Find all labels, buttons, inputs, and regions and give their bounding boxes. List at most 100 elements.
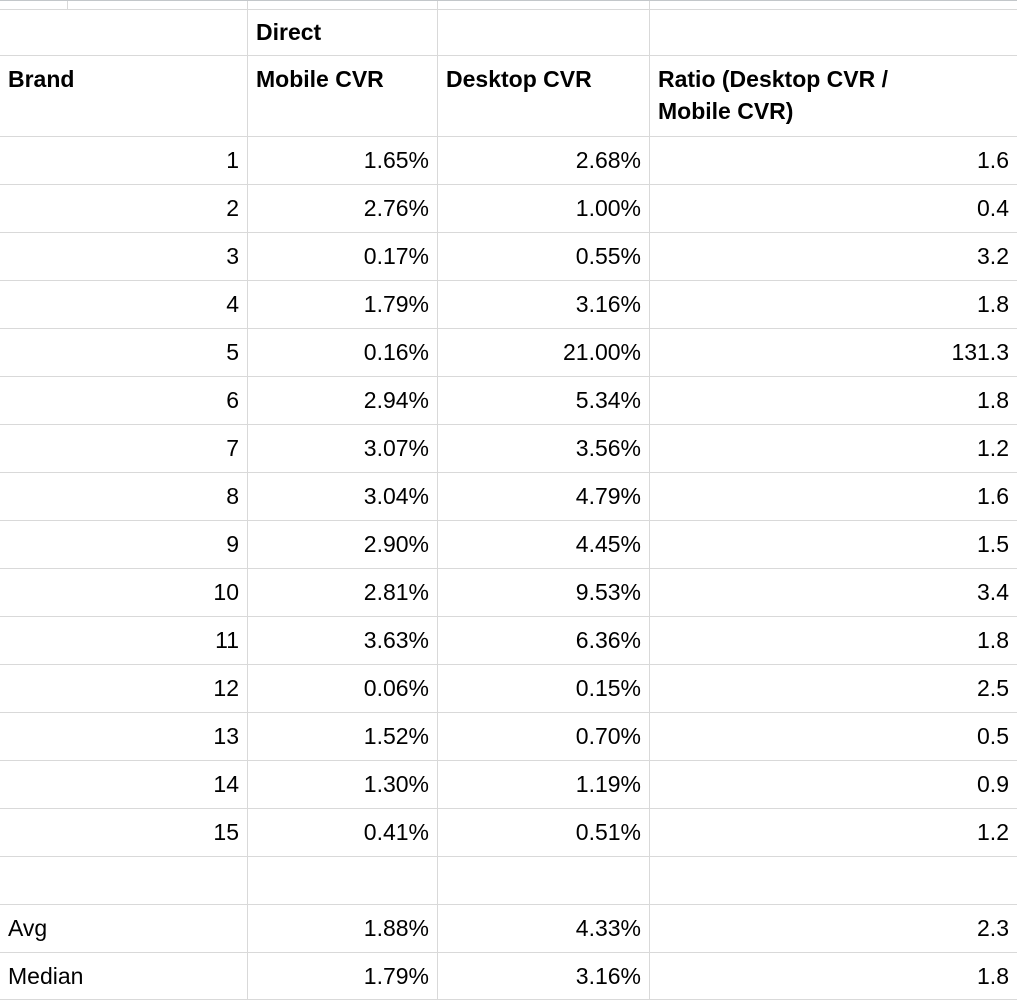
cell-empty[interactable]	[248, 857, 438, 905]
column-header-ratio-line1: Ratio (Desktop CVR /	[658, 66, 889, 92]
cell-ratio[interactable]: 1.6	[650, 473, 1017, 521]
cell-mobile-cvr[interactable]: 3.63%	[248, 617, 438, 665]
cell-ratio[interactable]: 1.2	[650, 425, 1017, 473]
table-row: 11 3.63% 6.36% 1.8	[0, 617, 1017, 665]
cell-mobile-cvr[interactable]: 1.88%	[248, 905, 438, 953]
cell-desktop-cvr[interactable]: 5.34%	[438, 377, 650, 425]
partial-row-top	[0, 1, 1017, 10]
cell-mobile-cvr[interactable]: 1.79%	[248, 953, 438, 1000]
cell-mobile-cvr[interactable]: 1.65%	[248, 137, 438, 185]
cell-mobile-cvr[interactable]: 0.41%	[248, 809, 438, 857]
partial-cell[interactable]	[650, 1, 1017, 10]
summary-row: Median 1.79% 3.16% 1.8	[0, 953, 1017, 1000]
cell-ratio[interactable]: 1.2	[650, 809, 1017, 857]
cell-desktop-cvr[interactable]: 9.53%	[438, 569, 650, 617]
cell-mobile-cvr[interactable]: 1.79%	[248, 281, 438, 329]
cell-desktop-cvr[interactable]: 3.16%	[438, 953, 650, 1000]
cell-brand[interactable]: 3	[0, 233, 248, 281]
cell-mobile-cvr[interactable]: 3.04%	[248, 473, 438, 521]
table-row: 8 3.04% 4.79% 1.6	[0, 473, 1017, 521]
cell-ratio[interactable]: 3.2	[650, 233, 1017, 281]
cell-brand[interactable]: 13	[0, 713, 248, 761]
column-header-desktop-cvr[interactable]: Desktop CVR	[438, 56, 650, 137]
cell-mobile-cvr[interactable]: 0.16%	[248, 329, 438, 377]
cell-empty[interactable]	[0, 857, 248, 905]
column-header-row: Brand Mobile CVR Desktop CVR Ratio (Desk…	[0, 56, 1017, 137]
column-header-ratio-line2: Mobile CVR)	[658, 98, 794, 124]
cell-desktop-cvr[interactable]: 2.68%	[438, 137, 650, 185]
table-row: 3 0.17% 0.55% 3.2	[0, 233, 1017, 281]
cell-brand[interactable]: 1	[0, 137, 248, 185]
cell-mobile-cvr[interactable]: 1.30%	[248, 761, 438, 809]
table-row: 2 2.76% 1.00% 0.4	[0, 185, 1017, 233]
cell-desktop-cvr[interactable]: 4.33%	[438, 905, 650, 953]
cell-ratio[interactable]: 3.4	[650, 569, 1017, 617]
group-header-cell[interactable]: Direct	[248, 10, 438, 56]
cell-mobile-cvr[interactable]: 2.90%	[248, 521, 438, 569]
cell-desktop-cvr[interactable]: 0.70%	[438, 713, 650, 761]
partial-cell[interactable]	[438, 1, 650, 10]
cell-ratio[interactable]: 1.8	[650, 953, 1017, 1000]
cell-desktop-cvr[interactable]: 1.19%	[438, 761, 650, 809]
cell-brand[interactable]: 5	[0, 329, 248, 377]
table-row: 14 1.30% 1.19% 0.9	[0, 761, 1017, 809]
cell-brand[interactable]: 15	[0, 809, 248, 857]
cell-brand[interactable]: 4	[0, 281, 248, 329]
cell-mobile-cvr[interactable]: 2.76%	[248, 185, 438, 233]
cell-ratio[interactable]: 2.5	[650, 665, 1017, 713]
table-row: 15 0.41% 0.51% 1.2	[0, 809, 1017, 857]
cell-ratio[interactable]: 1.5	[650, 521, 1017, 569]
cell-ratio[interactable]: 1.8	[650, 281, 1017, 329]
cell-mobile-cvr[interactable]: 1.52%	[248, 713, 438, 761]
cell-brand[interactable]: 9	[0, 521, 248, 569]
table-row: 5 0.16% 21.00% 131.3	[0, 329, 1017, 377]
cell-brand[interactable]: 10	[0, 569, 248, 617]
partial-cell[interactable]	[68, 1, 248, 10]
cell-desktop-cvr[interactable]: 4.45%	[438, 521, 650, 569]
cell-desktop-cvr[interactable]: 1.00%	[438, 185, 650, 233]
cell-ratio[interactable]: 1.8	[650, 617, 1017, 665]
cell-desktop-cvr[interactable]: 4.79%	[438, 473, 650, 521]
cell-ratio[interactable]: 0.5	[650, 713, 1017, 761]
cell-desktop-cvr[interactable]: 3.16%	[438, 281, 650, 329]
cell-ratio[interactable]: 2.3	[650, 905, 1017, 953]
cell-brand[interactable]: 11	[0, 617, 248, 665]
cell-empty[interactable]	[438, 10, 650, 56]
cell-desktop-cvr[interactable]: 21.00%	[438, 329, 650, 377]
cell-ratio[interactable]: 1.8	[650, 377, 1017, 425]
cell-mobile-cvr[interactable]: 2.94%	[248, 377, 438, 425]
cell-brand[interactable]: 12	[0, 665, 248, 713]
cell-mobile-cvr[interactable]: 0.06%	[248, 665, 438, 713]
cell-desktop-cvr[interactable]: 6.36%	[438, 617, 650, 665]
cell-mobile-cvr[interactable]: 0.17%	[248, 233, 438, 281]
cell-desktop-cvr[interactable]: 3.56%	[438, 425, 650, 473]
cell-empty[interactable]	[650, 857, 1017, 905]
cell-ratio[interactable]: 131.3	[650, 329, 1017, 377]
cell-ratio[interactable]: 0.4	[650, 185, 1017, 233]
cell-brand[interactable]: Median	[0, 953, 248, 1000]
cell-ratio[interactable]: 0.9	[650, 761, 1017, 809]
table-row: 13 1.52% 0.70% 0.5	[0, 713, 1017, 761]
cell-brand[interactable]: 6	[0, 377, 248, 425]
cell-brand[interactable]: Avg	[0, 905, 248, 953]
cell-empty[interactable]	[0, 10, 248, 56]
partial-cell[interactable]	[248, 1, 438, 10]
column-header-mobile-cvr[interactable]: Mobile CVR	[248, 56, 438, 137]
cell-ratio[interactable]: 1.6	[650, 137, 1017, 185]
cell-empty[interactable]	[438, 857, 650, 905]
cell-empty[interactable]	[650, 10, 1017, 56]
cell-desktop-cvr[interactable]: 0.51%	[438, 809, 650, 857]
column-header-ratio[interactable]: Ratio (Desktop CVR / Mobile CVR)	[650, 56, 1017, 137]
cell-desktop-cvr[interactable]: 0.55%	[438, 233, 650, 281]
cell-mobile-cvr[interactable]: 2.81%	[248, 569, 438, 617]
cell-desktop-cvr[interactable]: 0.15%	[438, 665, 650, 713]
table-row: 1 1.65% 2.68% 1.6	[0, 137, 1017, 185]
column-header-brand[interactable]: Brand	[0, 56, 248, 137]
cell-brand[interactable]: 7	[0, 425, 248, 473]
cell-brand[interactable]: 8	[0, 473, 248, 521]
cell-brand[interactable]: 2	[0, 185, 248, 233]
cell-brand[interactable]: 14	[0, 761, 248, 809]
partial-cell[interactable]	[0, 1, 68, 10]
cell-mobile-cvr[interactable]: 3.07%	[248, 425, 438, 473]
